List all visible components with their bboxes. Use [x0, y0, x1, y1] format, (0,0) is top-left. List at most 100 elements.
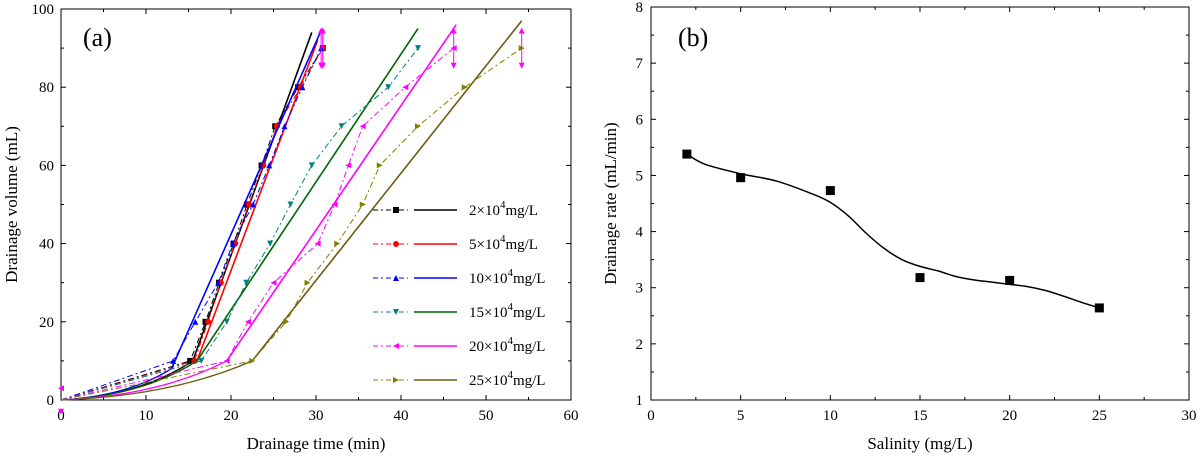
measured-line	[60, 47, 322, 401]
data-point	[187, 357, 194, 364]
data-point	[283, 318, 290, 325]
series-2	[60, 27, 326, 401]
data-point	[229, 240, 236, 247]
measured-line	[60, 47, 522, 401]
legend-label: 20×104mg/L	[469, 335, 545, 355]
x-tick-label: 30	[309, 408, 324, 424]
error-arrow-down	[318, 62, 325, 69]
data-point	[359, 123, 366, 130]
error-arrow-down	[450, 62, 457, 69]
legend-label-base: 2×10	[469, 203, 500, 219]
data-point	[461, 84, 468, 91]
data-point	[299, 84, 306, 91]
y-tick-label: 7	[636, 56, 644, 72]
error-arrow-up	[318, 27, 325, 34]
legend-marker	[393, 275, 399, 281]
plot-frame	[650, 6, 1190, 401]
data-point	[267, 240, 274, 247]
legend-marker	[393, 377, 399, 383]
data-point	[205, 318, 212, 325]
legend-label-exp: 4	[507, 335, 513, 347]
data-point	[376, 162, 383, 169]
data-point	[308, 162, 315, 169]
origin-marker	[58, 408, 64, 415]
legend-label-unit: mg/L	[513, 305, 546, 321]
series-6	[60, 20, 525, 401]
legend-label-exp: 4	[507, 267, 513, 279]
data-point	[170, 357, 177, 364]
x-tick-label: 60	[564, 408, 579, 424]
panel-a: 0 10 20 30 40 50 60 0 20 40 60 80 100 Drainage time (…	[2, 2, 579, 453]
x-tick-label: 0	[647, 408, 655, 424]
legend-label: 2×104mg/L	[469, 199, 538, 219]
data-point	[198, 357, 205, 364]
legend-label-base: 25×10	[469, 373, 507, 389]
y-tick-label: 0	[47, 393, 55, 409]
data-point	[402, 84, 409, 91]
data-point	[266, 162, 273, 169]
y-tick-label: 60	[39, 158, 54, 174]
x-tick-label: 10	[823, 408, 838, 424]
data-point	[415, 45, 421, 52]
measured-line	[60, 47, 419, 401]
y-tick-label: 80	[39, 80, 54, 96]
y-tick-label: 2	[636, 337, 644, 353]
data-point	[334, 240, 341, 247]
data-point	[223, 357, 230, 364]
error-arrow-up	[518, 27, 525, 34]
data-point	[270, 279, 277, 286]
legend-marker	[393, 207, 399, 213]
panel-label: (b)	[678, 23, 708, 52]
y-tick-label: 40	[39, 237, 54, 253]
legend-label-base: 10×10	[469, 271, 507, 287]
x-tick-label: 10	[139, 408, 154, 424]
data-point	[249, 357, 256, 364]
panel-b: 0 5 10 15 20 25 30 1 2 3 4 5 6 7 8 Salinity (mg/L) Drain…	[601, 0, 1197, 453]
measured-line	[60, 47, 324, 401]
data-point	[287, 201, 294, 208]
fit-line	[226, 24, 457, 362]
y-tick-label: 3	[636, 281, 644, 297]
data-point	[825, 186, 835, 196]
x-tick-label: 40	[394, 408, 409, 424]
data-point	[245, 201, 252, 208]
legend-marker	[393, 309, 399, 315]
measured-line	[60, 47, 455, 401]
data-point	[359, 201, 366, 208]
x-tick-label: 25	[1092, 408, 1107, 424]
data-point	[314, 240, 321, 247]
data-point	[385, 84, 392, 91]
x-tick-label: 15	[913, 408, 928, 424]
legend-label-exp: 4	[500, 233, 506, 245]
legend-label-base: 5×10	[469, 237, 500, 253]
x-axis-title: Drainage time (min)	[247, 434, 386, 453]
data-point	[915, 273, 925, 283]
data-point	[415, 123, 421, 130]
legend-label-unit: mg/L	[513, 339, 546, 355]
data-point	[245, 318, 251, 325]
error-arrow-up	[450, 27, 457, 34]
legend-label-unit: mg/L	[505, 203, 538, 219]
series-4	[60, 28, 421, 401]
error-arrow-down	[518, 62, 525, 69]
fit-line	[251, 20, 523, 362]
data-point	[1094, 303, 1104, 313]
legend-label-exp: 4	[507, 369, 513, 381]
x-tick-label: 20	[1002, 408, 1017, 424]
legend-label-base: 15×10	[469, 305, 507, 321]
y-tick-label: 1	[636, 393, 644, 409]
fit-line	[196, 39, 319, 362]
series-1	[60, 27, 326, 401]
legend-label-unit: mg/L	[513, 373, 546, 389]
y-tick-label: 20	[39, 315, 54, 331]
legend-marker	[393, 241, 399, 247]
data-point	[215, 279, 222, 286]
fit-curve-initial	[60, 360, 253, 401]
x-tick-label: 30	[1182, 408, 1197, 424]
x-tick-label: 50	[479, 408, 494, 424]
x-tick-label: 5	[737, 408, 745, 424]
y-tick-label: 100	[32, 2, 55, 18]
data-point	[243, 279, 250, 286]
